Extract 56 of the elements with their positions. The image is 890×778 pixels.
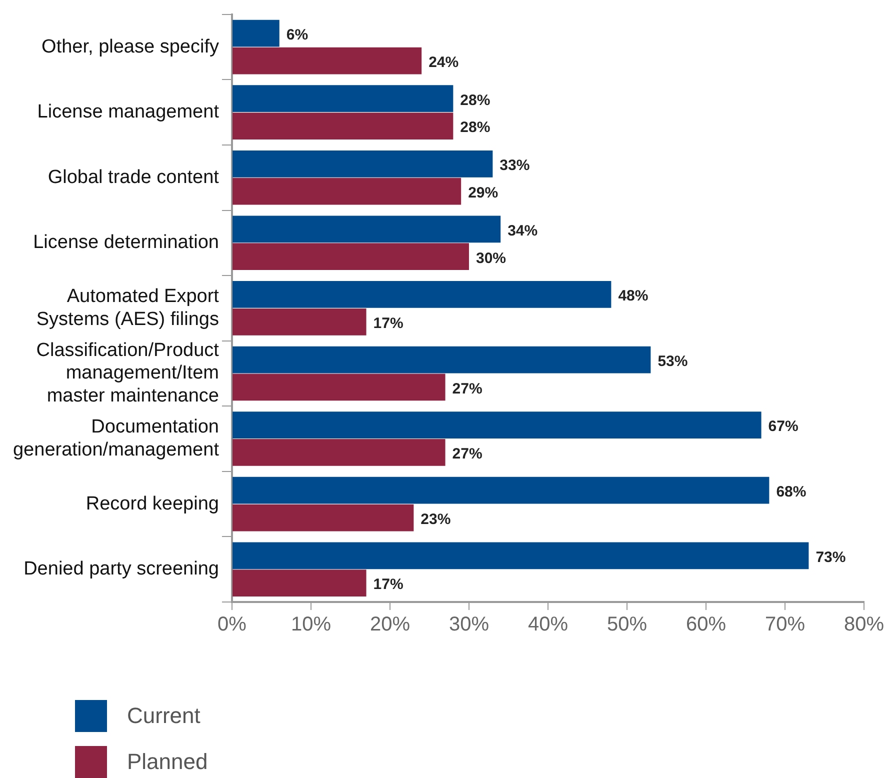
data-label: 33% xyxy=(500,157,530,174)
x-tick-label: 70% xyxy=(764,614,806,636)
y-tick-label: Documentation generation/management xyxy=(12,416,220,460)
data-label: 28% xyxy=(460,92,490,109)
bar xyxy=(232,570,366,597)
data-label: 17% xyxy=(373,576,404,594)
x-tick-label: 40% xyxy=(528,614,568,636)
data-label: 67% xyxy=(768,418,798,436)
y-tick-label: Classification/Product management/Item master maintenance xyxy=(36,340,220,407)
legend-label: Planned xyxy=(127,749,208,775)
bar xyxy=(232,216,501,243)
bar xyxy=(232,374,446,401)
legend-label: Current xyxy=(127,703,200,729)
y-tick-label: Record keeping xyxy=(86,493,219,514)
x-tick-label: 0% xyxy=(218,614,247,636)
bar xyxy=(232,542,809,570)
bar xyxy=(232,85,454,112)
x-tick-label: 80% xyxy=(844,614,884,636)
data-label: 17% xyxy=(373,315,404,332)
y-tick-label: Automated Export Systems (AES) filings xyxy=(36,286,220,330)
bar xyxy=(232,504,414,532)
bar xyxy=(232,112,454,140)
data-label: 23% xyxy=(420,510,451,528)
x-tick-label: 30% xyxy=(448,614,490,636)
data-label: 29% xyxy=(468,184,498,202)
data-label: 34% xyxy=(508,222,538,240)
data-label: 27% xyxy=(452,380,482,398)
y-tick-label: License management xyxy=(37,102,220,123)
bar xyxy=(232,308,366,336)
data-label: 48% xyxy=(618,288,648,305)
x-tick-label: 10% xyxy=(290,614,332,636)
y-tick-label: Global trade content xyxy=(48,166,220,188)
bar xyxy=(232,346,651,374)
bar xyxy=(232,47,422,74)
x-tick-label: 50% xyxy=(606,614,648,636)
bar xyxy=(232,412,762,439)
x-tick-label: 20% xyxy=(370,614,410,636)
data-label: 73% xyxy=(816,548,846,566)
data-label: 68% xyxy=(776,483,806,500)
y-tick-label: Denied party screening xyxy=(24,558,219,580)
y-tick-label: Other, please specify xyxy=(42,36,220,58)
bar xyxy=(232,476,770,504)
data-label: 27% xyxy=(452,446,482,463)
data-label: 24% xyxy=(428,54,459,71)
bar xyxy=(232,150,493,178)
bar xyxy=(232,281,612,308)
data-label: 6% xyxy=(286,26,308,44)
data-label: 53% xyxy=(658,352,688,370)
bar xyxy=(232,20,280,47)
bar xyxy=(232,243,469,270)
bar xyxy=(232,178,462,205)
data-label: 28% xyxy=(460,119,490,136)
y-tick-label: License determination xyxy=(33,232,219,254)
x-tick-label: 60% xyxy=(686,614,726,636)
data-label: 30% xyxy=(476,250,506,267)
bar xyxy=(232,439,446,466)
